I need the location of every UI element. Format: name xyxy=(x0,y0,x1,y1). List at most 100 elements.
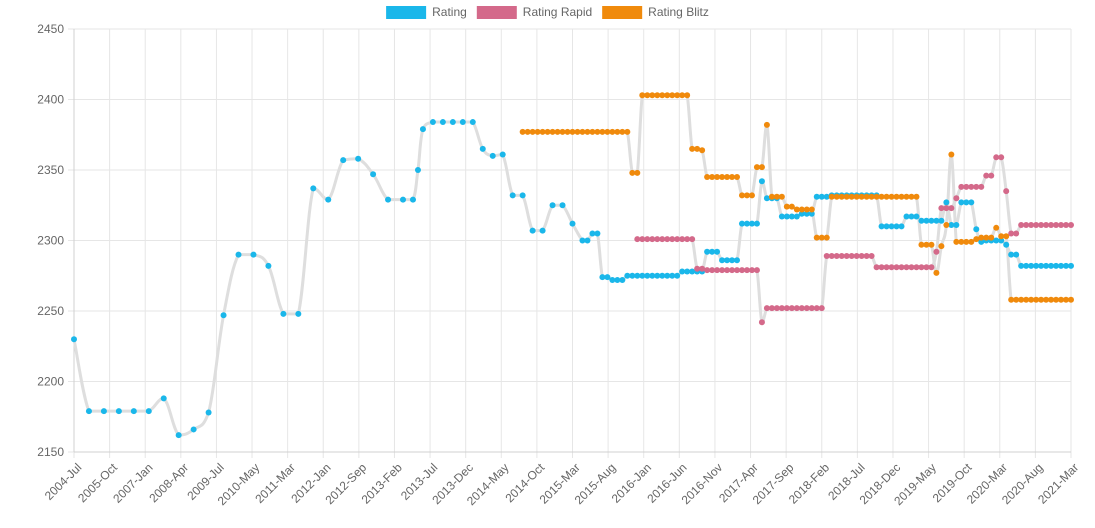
data-point-rating-blitz[interactable] xyxy=(1043,296,1050,303)
data-point-rating-blitz[interactable] xyxy=(758,164,765,171)
data-point-rating-rapid[interactable] xyxy=(993,154,1000,161)
data-point-rating-blitz[interactable] xyxy=(1023,296,1030,303)
data-point-rating-rapid[interactable] xyxy=(1053,221,1060,228)
data-point-rating-rapid[interactable] xyxy=(913,264,920,271)
data-point-rating-rapid[interactable] xyxy=(704,267,711,274)
data-point-rating[interactable] xyxy=(918,217,925,224)
data-point-rating[interactable] xyxy=(519,192,526,199)
data-point-rating[interactable] xyxy=(1003,241,1010,248)
data-point-rating[interactable] xyxy=(409,196,416,203)
data-point-rating-rapid[interactable] xyxy=(793,305,800,312)
data-point-rating-rapid[interactable] xyxy=(968,183,975,190)
data-point-rating-blitz[interactable] xyxy=(953,238,960,245)
data-point-rating-blitz[interactable] xyxy=(748,192,755,199)
data-point-rating-rapid[interactable] xyxy=(868,253,875,260)
data-point-rating-blitz[interactable] xyxy=(729,174,736,181)
data-point-rating-rapid[interactable] xyxy=(888,264,895,271)
data-point-rating[interactable] xyxy=(509,192,516,199)
data-point-rating-blitz[interactable] xyxy=(893,193,900,200)
data-point-rating-blitz[interactable] xyxy=(883,193,890,200)
data-point-rating[interactable] xyxy=(913,213,920,220)
data-point-rating-rapid[interactable] xyxy=(679,236,686,243)
data-point-rating[interactable] xyxy=(325,196,332,203)
data-point-rating[interactable] xyxy=(778,213,785,220)
data-point-rating-rapid[interactable] xyxy=(973,183,980,190)
data-point-rating-rapid[interactable] xyxy=(943,205,950,212)
data-point-rating-rapid[interactable] xyxy=(898,264,905,271)
data-point-rating[interactable] xyxy=(928,217,935,224)
data-point-rating-rapid[interactable] xyxy=(863,253,870,260)
data-point-rating[interactable] xyxy=(933,217,940,224)
data-point-rating-rapid[interactable] xyxy=(709,267,716,274)
data-point-rating[interactable] xyxy=(355,155,362,162)
data-point-rating-blitz[interactable] xyxy=(813,234,820,241)
data-point-rating-rapid[interactable] xyxy=(858,253,865,260)
data-point-rating[interactable] xyxy=(763,195,770,202)
data-point-rating[interactable] xyxy=(250,251,257,258)
data-point-rating-blitz[interactable] xyxy=(544,128,551,135)
legend-item-rating-blitz[interactable]: Rating Blitz xyxy=(602,5,709,19)
data-point-rating-rapid[interactable] xyxy=(664,236,671,243)
data-point-rating-blitz[interactable] xyxy=(534,128,541,135)
data-point-rating-rapid[interactable] xyxy=(783,305,790,312)
data-point-rating[interactable] xyxy=(614,276,621,283)
data-point-rating[interactable] xyxy=(489,152,496,159)
data-point-rating-blitz[interactable] xyxy=(559,128,566,135)
data-point-rating-blitz[interactable] xyxy=(868,193,875,200)
data-point-rating[interactable] xyxy=(948,221,955,228)
data-point-rating-blitz[interactable] xyxy=(694,145,701,152)
data-point-rating[interactable] xyxy=(439,119,446,126)
data-point-rating-blitz[interactable] xyxy=(654,92,661,99)
data-point-rating[interactable] xyxy=(743,220,750,227)
data-point-rating[interactable] xyxy=(738,220,745,227)
data-point-rating-rapid[interactable] xyxy=(823,253,830,260)
data-point-rating[interactable] xyxy=(973,226,980,233)
data-point-rating-blitz[interactable] xyxy=(614,128,621,135)
data-point-rating-blitz[interactable] xyxy=(908,193,915,200)
data-point-rating[interactable] xyxy=(878,223,885,230)
data-point-rating-rapid[interactable] xyxy=(923,264,930,271)
data-point-rating-blitz[interactable] xyxy=(873,193,880,200)
data-point-rating[interactable] xyxy=(1023,262,1030,269)
data-point-rating[interactable] xyxy=(549,202,556,209)
data-point-rating-rapid[interactable] xyxy=(893,264,900,271)
data-point-rating-blitz[interactable] xyxy=(579,128,586,135)
data-point-rating-blitz[interactable] xyxy=(704,174,711,181)
data-point-rating[interactable] xyxy=(753,220,760,227)
data-point-rating[interactable] xyxy=(1033,262,1040,269)
data-point-rating[interactable] xyxy=(888,223,895,230)
data-point-rating-blitz[interactable] xyxy=(554,128,561,135)
data-point-rating-blitz[interactable] xyxy=(1028,296,1035,303)
data-point-rating-rapid[interactable] xyxy=(848,253,855,260)
data-point-rating-blitz[interactable] xyxy=(669,92,676,99)
data-point-rating-blitz[interactable] xyxy=(833,193,840,200)
data-point-rating[interactable] xyxy=(205,409,212,416)
data-point-rating-rapid[interactable] xyxy=(639,236,646,243)
data-point-rating-blitz[interactable] xyxy=(659,92,666,99)
data-point-rating[interactable] xyxy=(803,210,810,217)
data-point-rating-blitz[interactable] xyxy=(863,193,870,200)
data-point-rating-blitz[interactable] xyxy=(1048,296,1055,303)
data-point-rating[interactable] xyxy=(639,272,646,279)
data-point-rating[interactable] xyxy=(634,272,641,279)
data-point-rating[interactable] xyxy=(963,199,970,206)
data-point-rating-rapid[interactable] xyxy=(1003,188,1010,195)
data-point-rating-blitz[interactable] xyxy=(644,92,651,99)
data-point-rating-blitz[interactable] xyxy=(599,128,606,135)
data-point-rating-blitz[interactable] xyxy=(684,92,691,99)
data-point-rating[interactable] xyxy=(679,268,686,275)
data-point-rating-blitz[interactable] xyxy=(714,174,721,181)
data-point-rating-blitz[interactable] xyxy=(529,128,536,135)
data-point-rating-rapid[interactable] xyxy=(758,319,765,326)
data-point-rating[interactable] xyxy=(569,220,576,227)
data-point-rating-rapid[interactable] xyxy=(649,236,656,243)
data-point-rating[interactable] xyxy=(340,157,347,164)
data-point-rating-rapid[interactable] xyxy=(788,305,795,312)
data-point-rating[interactable] xyxy=(1068,262,1074,269)
data-point-rating-rapid[interactable] xyxy=(818,305,825,312)
data-point-rating[interactable] xyxy=(813,193,820,200)
data-point-rating[interactable] xyxy=(370,171,377,178)
data-point-rating[interactable] xyxy=(818,193,825,200)
data-point-rating[interactable] xyxy=(385,196,392,203)
data-point-rating-blitz[interactable] xyxy=(1018,296,1025,303)
